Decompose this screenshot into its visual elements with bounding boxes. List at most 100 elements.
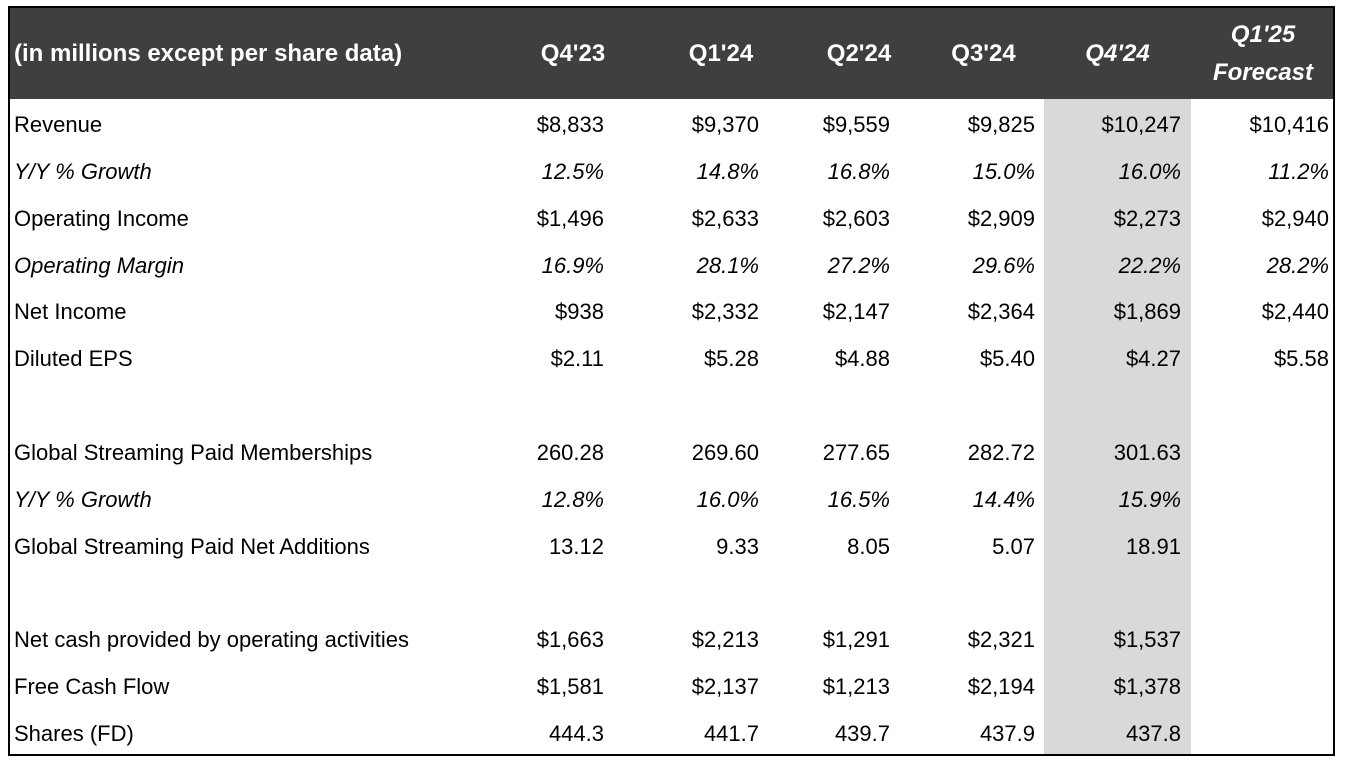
cell-value: 8.05 — [847, 534, 890, 559]
cell-value: $1,663 — [536, 627, 604, 652]
header-q4-24: Q4'24 — [1085, 39, 1150, 67]
cell-value: 29.6% — [972, 253, 1035, 278]
cell-value: 16.0% — [696, 487, 759, 512]
table-row-operating-margin: Operating Margin 16.9% 28.1% 27.2% 29.6%… — [10, 242, 1333, 289]
header-q2-24: Q2'24 — [826, 39, 892, 67]
cell-value: $1,291 — [822, 627, 890, 652]
table-row-net-additions: Global Streaming Paid Net Additions 13.1… — [10, 523, 1333, 570]
cell-value: $2,273 — [1113, 206, 1181, 231]
cell-value: 16.9% — [541, 253, 604, 278]
header-forecast-quarter: Q1'25 — [1230, 20, 1296, 48]
table-row-net-income: Net Income $938 $2,332 $2,147 $2,364 $1,… — [10, 288, 1333, 335]
cell-value: 9.33 — [716, 534, 759, 559]
cell-value: $2,603 — [822, 206, 890, 231]
cell-value: $8,833 — [536, 112, 604, 137]
cell-value: 14.4% — [972, 487, 1035, 512]
cell-value: $1,378 — [1113, 674, 1181, 699]
cell-value: $2,440 — [1261, 299, 1329, 324]
cell-value: $2.11 — [550, 346, 604, 371]
row-label: Global Streaming Paid Memberships — [14, 440, 373, 465]
row-label: Y/Y % Growth — [14, 487, 152, 512]
row-label: Operating Income — [14, 206, 189, 231]
cell-value: 28.2% — [1266, 253, 1329, 278]
cell-value: 16.0% — [1118, 159, 1181, 184]
financial-summary-table: (in millions except per share data) Q4'2… — [8, 6, 1335, 756]
cell-value: 28.1% — [696, 253, 759, 278]
row-label: Diluted EPS — [14, 346, 133, 371]
cell-value: $4.27 — [1125, 346, 1181, 371]
row-label: Shares (FD) — [14, 721, 134, 746]
row-label: Free Cash Flow — [14, 674, 170, 699]
row-label: Operating Margin — [14, 253, 184, 278]
cell-value: $1,213 — [822, 674, 890, 699]
cell-value: $2,213 — [691, 627, 759, 652]
cell-value: $10,416 — [1249, 112, 1329, 137]
cell-value: 269.60 — [691, 440, 759, 465]
row-label: Net cash provided by operating activitie… — [14, 627, 409, 652]
table-header: (in millions except per share data) Q4'2… — [10, 8, 1333, 99]
table-row-free-cash-flow: Free Cash Flow $1,581 $2,137 $1,213 $2,1… — [10, 663, 1333, 710]
table-row-revenue-growth: Y/Y % Growth 12.5% 14.8% 16.8% 15.0% 16.… — [10, 148, 1333, 195]
cell-value: 277.65 — [822, 440, 890, 465]
row-label: Net Income — [14, 299, 127, 324]
table-row-memberships-growth: Y/Y % Growth 12.8% 16.0% 16.5% 14.4% 15.… — [10, 476, 1333, 523]
header-q3-24: Q3'24 — [951, 39, 1016, 67]
cell-value: $2,633 — [691, 206, 759, 231]
header-q1-24: Q1'24 — [688, 39, 754, 67]
cell-value: 444.3 — [548, 721, 604, 746]
cell-value: 437.8 — [1125, 721, 1181, 746]
cell-value: 15.9% — [1118, 487, 1181, 512]
row-label: Y/Y % Growth — [14, 159, 152, 184]
header-label: (in millions except per share data) — [14, 39, 403, 67]
table-row-diluted-eps: Diluted EPS $2.11 $5.28 $4.88 $5.40 $4.2… — [10, 335, 1333, 382]
cell-value: $5.28 — [703, 346, 759, 371]
table-row-operating-income: Operating Income $1,496 $2,633 $2,603 $2… — [10, 195, 1333, 242]
table-row-shares: Shares (FD) 444.3 441.7 439.7 437.9 437.… — [10, 710, 1333, 757]
header-q4-23: Q4'23 — [540, 39, 606, 67]
cell-value: 301.63 — [1113, 440, 1181, 465]
cell-value: $2,332 — [691, 299, 759, 324]
cell-value: $2,137 — [691, 674, 759, 699]
cell-value: $10,247 — [1101, 112, 1181, 137]
cell-value: $1,537 — [1113, 627, 1181, 652]
header-q1-25-forecast: Q1'25 Forecast — [1191, 8, 1335, 99]
cell-value: 18.91 — [1125, 534, 1181, 559]
table-row-operating-cash: Net cash provided by operating activitie… — [10, 616, 1333, 663]
cell-value: 14.8% — [696, 159, 759, 184]
cell-value: 15.0% — [972, 159, 1035, 184]
cell-value: 260.28 — [536, 440, 604, 465]
cell-value: 11.2% — [1268, 159, 1329, 184]
cell-value: $9,559 — [822, 112, 890, 137]
cell-value: 16.8% — [827, 159, 890, 184]
cell-value: $2,321 — [967, 627, 1035, 652]
row-label: Revenue — [14, 112, 103, 137]
cell-value: $5.58 — [1273, 346, 1329, 371]
cell-value: $9,370 — [691, 112, 759, 137]
cell-value: 16.5% — [827, 487, 890, 512]
cell-value: 22.2% — [1118, 253, 1181, 278]
cell-value: $2,147 — [822, 299, 890, 324]
cell-value: 282.72 — [967, 440, 1035, 465]
row-label: Global Streaming Paid Net Additions — [14, 534, 370, 559]
cell-value: 437.9 — [979, 721, 1035, 746]
table-row-revenue: Revenue $8,833 $9,370 $9,559 $9,825 $10,… — [10, 101, 1333, 148]
cell-value: 439.7 — [834, 721, 890, 746]
cell-value: $9,825 — [967, 112, 1035, 137]
cell-value: $2,364 — [967, 299, 1035, 324]
table-row-paid-memberships: Global Streaming Paid Memberships 260.28… — [10, 429, 1333, 476]
cell-value: 12.5% — [541, 159, 604, 184]
cell-value: $4.88 — [834, 346, 890, 371]
cell-value: 13.12 — [548, 534, 604, 559]
cell-value: 441.7 — [703, 721, 759, 746]
cell-value: 5.07 — [992, 534, 1035, 559]
cell-value: 12.8% — [541, 487, 604, 512]
cell-value: $938 — [555, 299, 604, 324]
cell-value: $5.40 — [979, 346, 1035, 371]
current-quarter-highlight — [1044, 99, 1191, 754]
header-forecast-label: Forecast — [1212, 58, 1314, 86]
cell-value: $1,581 — [536, 674, 604, 699]
cell-value: $2,940 — [1261, 206, 1329, 231]
cell-value: $2,194 — [967, 674, 1035, 699]
cell-value: $1,496 — [536, 206, 604, 231]
cell-value: 27.2% — [827, 253, 890, 278]
